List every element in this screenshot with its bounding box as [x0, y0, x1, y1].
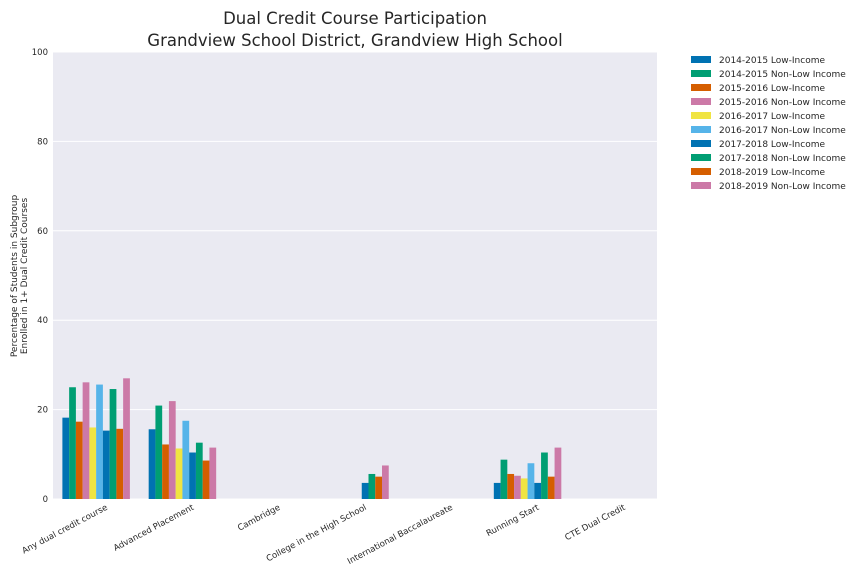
bar	[116, 428, 124, 499]
bar	[175, 448, 183, 499]
bar	[527, 463, 535, 499]
legend-entry: 2015-2016 Non-Low Income	[719, 98, 846, 108]
bar	[96, 384, 103, 499]
y-tick-label: 100	[32, 48, 48, 58]
bar	[195, 442, 203, 499]
bar	[507, 473, 515, 499]
legend-swatch	[691, 168, 711, 175]
x-tick-label: Running Start	[485, 503, 542, 540]
bar	[520, 478, 528, 499]
legend-swatch	[691, 70, 711, 77]
bar	[361, 482, 369, 499]
bar	[148, 429, 156, 499]
bar	[62, 417, 70, 499]
legend-swatch	[691, 56, 711, 63]
x-tick-labels: Any dual credit course Advanced Placement…	[21, 503, 628, 567]
y-tick-label: 80	[37, 137, 48, 147]
chart-title: Dual Credit Course Participation	[223, 9, 487, 28]
bar	[182, 420, 190, 499]
y-tick-labels: 0 20 40 60 80 100	[32, 48, 48, 505]
bar	[202, 460, 210, 499]
legend-swatch	[691, 112, 711, 119]
bar	[514, 475, 521, 499]
legend-entry: 2016-2017 Low-Income	[719, 112, 825, 122]
bar	[168, 401, 176, 499]
bar	[102, 430, 110, 499]
x-tick-label: Cambridge	[236, 503, 282, 534]
y-tick-label: 40	[37, 316, 48, 326]
legend-entry: 2018-2019 Non-Low Income	[719, 182, 846, 192]
bar	[541, 452, 548, 499]
bar	[493, 482, 501, 499]
legend-entry: 2017-2018 Non-Low Income	[719, 154, 846, 164]
bar	[162, 444, 169, 499]
chart-subtitle: Grandview School District, Grandview Hig…	[147, 31, 562, 50]
legend-entry: 2014-2015 Low-Income	[719, 56, 825, 66]
legend: 2014-2015 Low-Income 2014-2015 Non-Low In…	[691, 56, 846, 192]
y-tick-label: 0	[43, 495, 48, 505]
bar	[155, 405, 163, 499]
legend-entry: 2018-2019 Low-Income	[719, 168, 825, 178]
bar	[109, 389, 117, 499]
x-tick-label: CTE Dual Credit	[563, 503, 627, 544]
plot-area	[53, 52, 657, 499]
legend-entry: 2017-2018 Low-Income	[719, 140, 825, 150]
y-tick-label: 60	[37, 227, 48, 237]
bar	[500, 459, 508, 499]
legend-swatch	[691, 182, 711, 189]
legend-swatch	[691, 84, 711, 91]
y-axis-label-line1: Percentage of Students in Subgroup	[10, 195, 20, 358]
legend-entry: 2014-2015 Non-Low Income	[719, 70, 846, 80]
legend-swatch	[691, 154, 711, 161]
bar	[123, 378, 130, 499]
bar	[89, 427, 97, 499]
legend-swatch	[691, 126, 711, 133]
bar	[209, 447, 217, 499]
legend-entry: 2015-2016 Low-Income	[719, 84, 825, 94]
legend-swatch	[691, 98, 711, 105]
y-tick-label: 20	[37, 406, 48, 416]
x-tick-label: Any dual credit course	[21, 503, 110, 557]
x-tick-label: Advanced Placement	[112, 503, 196, 554]
bar	[75, 421, 83, 499]
bar	[368, 473, 376, 499]
bar	[534, 482, 542, 499]
bar	[547, 476, 555, 499]
bar	[554, 447, 562, 499]
bar	[382, 465, 389, 499]
bars	[62, 378, 562, 499]
bar	[375, 476, 382, 499]
legend-swatch	[691, 140, 711, 147]
legend-entry: 2016-2017 Non-Low Income	[719, 126, 846, 136]
y-axis-label-line2: Enrolled in 1+ Dual Credit Courses	[20, 198, 30, 355]
bar	[69, 387, 76, 499]
bar	[189, 452, 196, 499]
bar	[82, 382, 90, 499]
